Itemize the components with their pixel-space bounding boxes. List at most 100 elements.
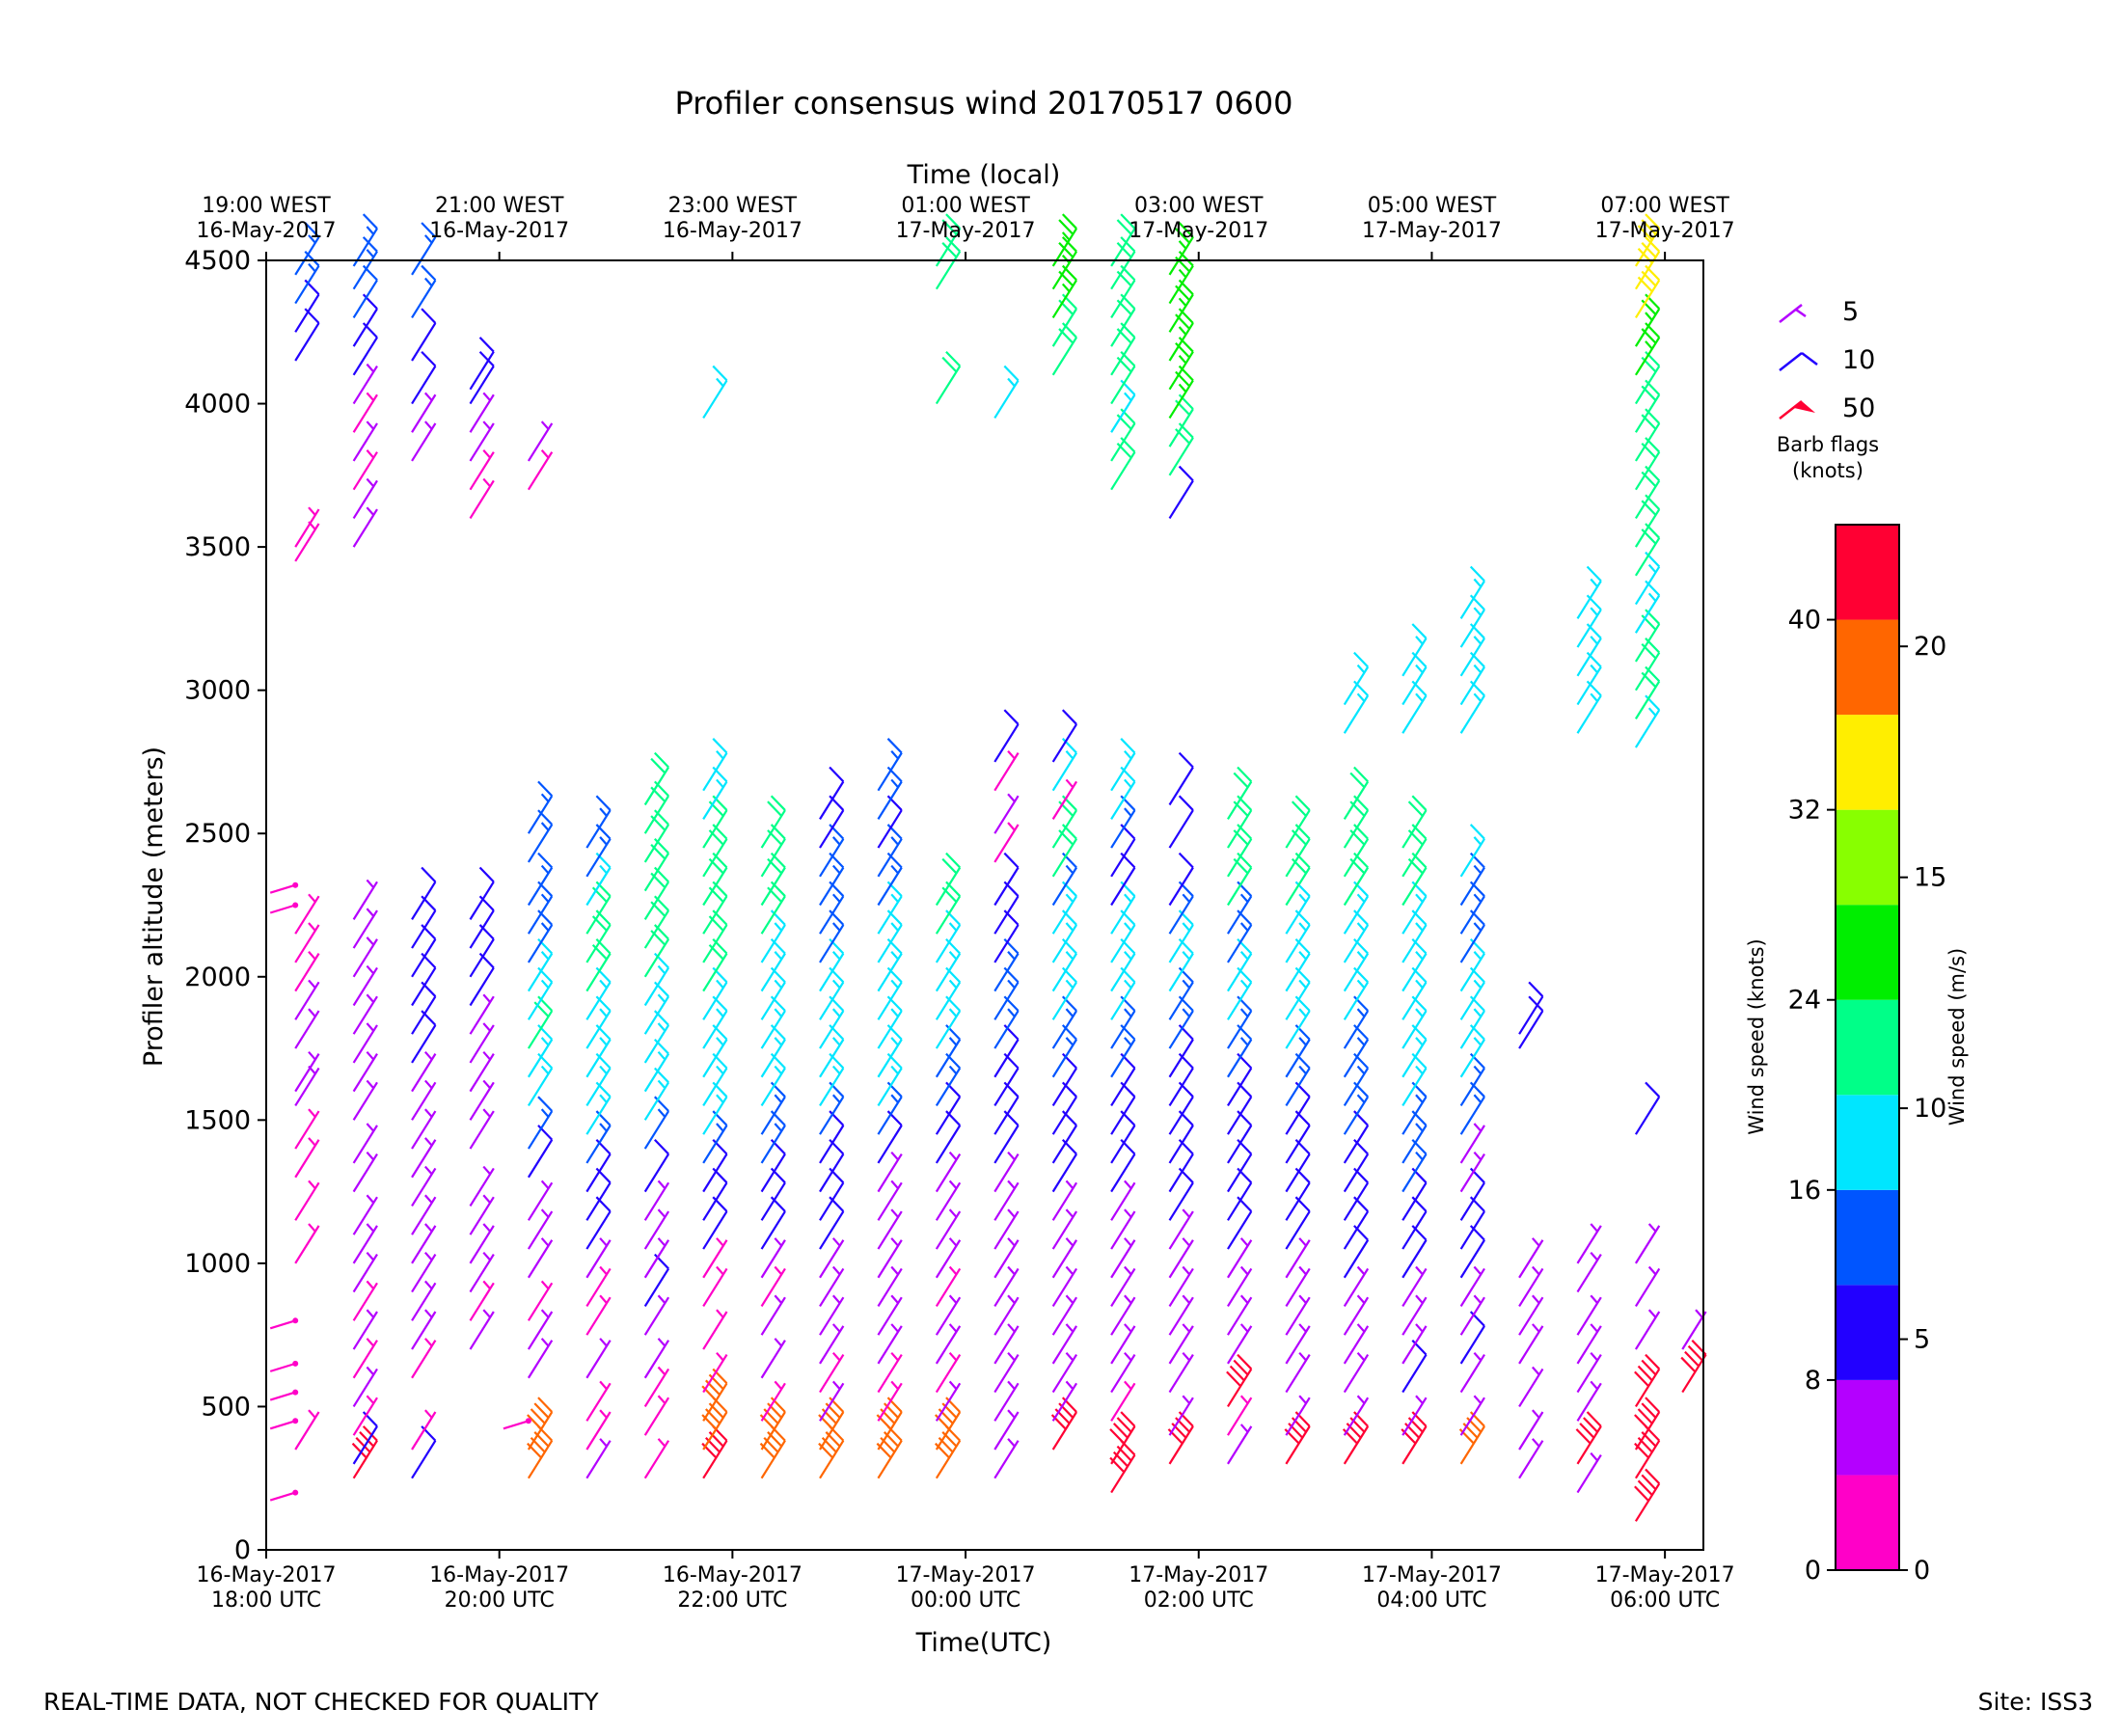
barb-full [1294,938,1311,955]
barb-staff [1343,895,1370,935]
wind-barb [352,1223,378,1264]
wind-barb [1459,938,1485,992]
barb-staff [1285,809,1311,849]
wind-barb [1343,1323,1370,1365]
barb-staff [1401,1353,1428,1394]
wind-barb [1343,1265,1370,1308]
barb-full [421,895,437,911]
barb-full [1637,1479,1653,1496]
wind-barb [352,879,378,920]
barb-half [948,1208,958,1218]
barb-full [1528,995,1544,1012]
barb-staff [1168,1353,1194,1394]
barb-half [599,1037,608,1046]
barb-full [829,1196,845,1212]
barb-staff [1401,1125,1428,1164]
barb-half [540,1280,550,1289]
wind-barb [702,365,728,419]
wind-barb [585,824,612,878]
colorbar-bin [1836,525,1899,620]
wind-barb [1285,938,1311,992]
barb-staff [1227,1153,1253,1193]
barb-staff [469,1081,495,1121]
barb-half [1124,1294,1132,1304]
wind-barb [503,1418,531,1430]
barb-full [478,952,495,969]
barb-staff [993,1325,1020,1365]
barb-half [1473,979,1483,989]
wind-barb [411,1280,437,1321]
barb-half [657,1438,667,1448]
wind-barb [1227,1138,1253,1193]
wind-barb [585,995,612,1049]
wind-barb [585,1265,612,1308]
barb-staff [760,1411,786,1451]
barb-full [1645,1468,1661,1485]
barb-full [1349,772,1366,789]
barb-half [482,392,491,401]
wind-barb [819,1380,845,1422]
barb-staff [1401,838,1428,878]
barb-staff [1343,1210,1370,1250]
colorbar-bin [1836,809,1899,906]
barb-staff [819,866,845,907]
wind-barb [993,793,1020,834]
wind-barb [294,506,320,548]
barb-half [1415,1094,1424,1103]
barb-staff [643,881,670,920]
barb-staff [1343,981,1370,1020]
barb-staff [1168,809,1194,849]
wind-barb [352,236,378,290]
barb-staff [702,1353,728,1394]
barb-staff [1285,1239,1311,1279]
wind-barb [294,1223,320,1264]
barb-staff [935,1125,962,1164]
wind-barb [702,1265,728,1308]
barb-full [829,938,845,955]
barb-staff [643,824,670,863]
barb-staff [702,780,728,820]
wind-barb [1634,465,1661,519]
barb-staff [993,1382,1020,1422]
wind-barb [1634,609,1661,663]
barb-staff [585,1039,612,1078]
barb-full [1061,852,1077,869]
barb-staff [1227,1039,1253,1078]
barb-staff [1459,1425,1485,1465]
barb-staff [585,1153,612,1193]
barb-staff [1051,1382,1078,1422]
barb-full [1237,766,1253,783]
wind-barb [527,909,554,963]
barb-half [540,950,550,961]
barb-half [1473,578,1483,588]
barb-full [1116,1417,1132,1433]
barb-full [1237,1138,1253,1155]
barb-full [654,1253,669,1270]
barb-staff [1459,1125,1485,1164]
wind-barb [701,1368,728,1422]
barb-full [1120,1411,1136,1427]
barb-staff [1051,1067,1078,1107]
barb-staff [352,1397,378,1436]
barb-half [1065,922,1075,932]
barb-staff [294,236,320,276]
wind-barb [411,264,437,319]
barb-half [1473,1351,1483,1362]
barb-full [537,780,554,797]
wind-barb [527,881,554,935]
wind-barb [1168,1024,1194,1078]
wind-barb [1051,1380,1078,1422]
barb-staff [527,1210,554,1250]
barb-half [482,1108,491,1118]
wind-barb [352,264,378,319]
barb-full [654,1010,669,1026]
barb-staff [469,351,495,391]
wind-barb [935,1180,962,1221]
barb-half [366,477,375,488]
barb-full [1641,1474,1657,1490]
barb-full [1003,1024,1020,1041]
barb-staff [877,1296,903,1336]
barb-full [1237,1167,1253,1184]
wind-barb [1051,938,1078,992]
barb-staff [935,924,962,963]
